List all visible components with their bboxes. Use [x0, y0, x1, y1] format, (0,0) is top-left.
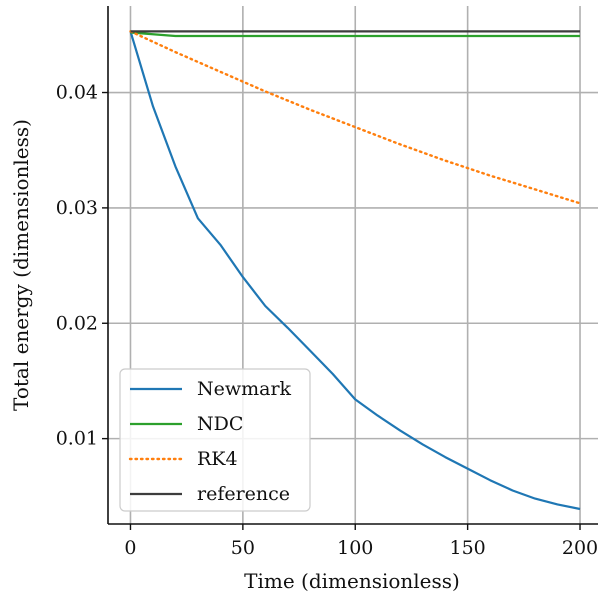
y-tick-label: 0.02	[56, 312, 98, 334]
series-lines	[129, 30, 582, 511]
legend-label-newmark: Newmark	[197, 378, 292, 400]
x-tick-label: 150	[450, 537, 486, 559]
ticks: 0 50 100 150 200 0.01 0.02 0.03 0.04	[56, 82, 598, 559]
series-line-newmark	[129, 31, 581, 511]
legend-label-rk4: RK4	[197, 448, 238, 470]
y-axis-label: Total energy (dimensionless)	[9, 119, 33, 411]
series-line-rk4	[129, 30, 582, 205]
y-tick-label: 0.01	[56, 428, 98, 450]
x-axis-label: Time (dimensionless)	[244, 569, 460, 593]
y-tick-label: 0.03	[56, 197, 98, 219]
y-tick-label: 0.04	[56, 82, 98, 104]
series-line-ndc	[130, 31, 580, 38]
legend-label-reference: reference	[197, 483, 290, 505]
legend-frame	[119, 368, 311, 512]
x-tick-label: 0	[124, 537, 136, 559]
x-tick-label: 100	[337, 537, 373, 559]
x-tick-label: 200	[562, 537, 598, 559]
x-tick-label: 50	[231, 537, 255, 559]
legend-label-ndc: NDC	[197, 413, 243, 435]
legend: Newmark NDC RK4 reference	[119, 368, 311, 512]
